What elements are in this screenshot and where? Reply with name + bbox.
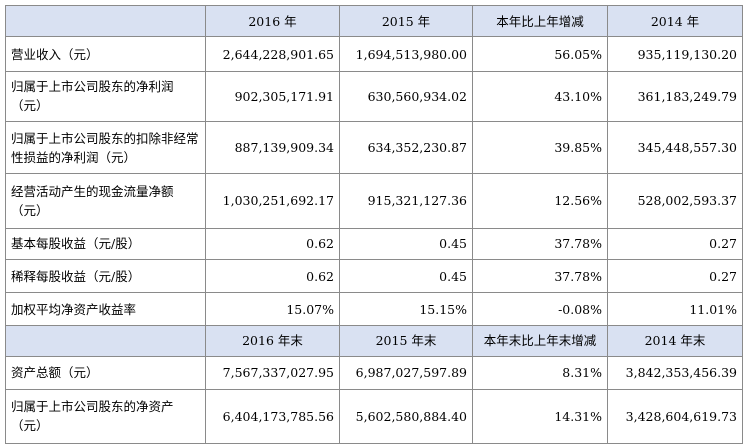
table-row: 资产总额（元） 7,567,337,027.95 6,987,027,597.8…	[5, 356, 743, 390]
row-label: 加权平均净资产收益率	[5, 292, 206, 326]
value-cell: 361,183,249.79	[607, 70, 743, 123]
value-cell: 630,560,934.02	[339, 70, 473, 123]
value-cell: 11.01%	[607, 292, 743, 326]
value-cell: 1,694,513,980.00	[339, 36, 473, 72]
value-cell: 0.62	[205, 258, 340, 294]
header-cell	[5, 4, 206, 38]
row-label: 经营活动产生的现金流量净额（元）	[5, 173, 206, 229]
header-cell: 2014 年末	[607, 324, 743, 358]
value-cell: 3,428,604,619.73	[607, 388, 743, 445]
table-row: 基本每股收益（元/股） 0.62 0.45 37.78% 0.27	[5, 227, 743, 260]
table-row: 加权平均净资产收益率 15.07% 15.15% -0.08% 11.01%	[5, 292, 743, 326]
header-row: 2016 年 2015 年 本年比上年增减 2014 年	[5, 4, 743, 38]
value-cell: 887,139,909.34	[205, 121, 340, 175]
header-row: 2016 年末 2015 年末 本年末比上年末增减 2014 年末	[5, 324, 743, 358]
table-row: 归属于上市公司股东的净利润（元） 902,305,171.91 630,560,…	[5, 70, 743, 123]
row-label: 归属于上市公司股东的净资产（元）	[5, 388, 206, 445]
value-cell: 634,352,230.87	[339, 121, 473, 175]
value-cell: 345,448,557.30	[607, 121, 743, 175]
value-cell: 0.27	[607, 258, 743, 294]
value-cell: 2,644,228,901.65	[205, 36, 340, 72]
header-cell: 本年末比上年末增减	[472, 324, 608, 358]
header-cell: 本年比上年增减	[472, 4, 608, 38]
value-cell: 915,321,127.36	[339, 173, 473, 229]
row-label: 稀释每股收益（元/股）	[5, 258, 206, 294]
value-cell: 12.56%	[472, 173, 608, 229]
value-cell: 902,305,171.91	[205, 70, 340, 123]
value-cell: 14.31%	[472, 388, 608, 445]
value-cell: 528,002,593.37	[607, 173, 743, 229]
value-cell: 0.27	[607, 227, 743, 260]
value-cell: 6,987,027,597.89	[339, 356, 473, 390]
row-label: 资产总额（元）	[5, 356, 206, 390]
row-label: 基本每股收益（元/股）	[5, 227, 206, 260]
header-cell: 2016 年末	[205, 324, 340, 358]
header-cell: 2016 年	[205, 4, 340, 38]
row-label: 营业收入（元）	[5, 36, 206, 72]
value-cell: 0.45	[339, 227, 473, 260]
value-cell: 3,842,353,456.39	[607, 356, 743, 390]
header-cell: 2015 年	[339, 4, 473, 38]
header-cell: 2014 年	[607, 4, 743, 38]
table-row: 归属于上市公司股东的净资产（元） 6,404,173,785.56 5,602,…	[5, 388, 743, 445]
table-row: 稀释每股收益（元/股） 0.62 0.45 37.78% 0.27	[5, 258, 743, 294]
value-cell: 6,404,173,785.56	[205, 388, 340, 445]
table-row: 营业收入（元） 2,644,228,901.65 1,694,513,980.0…	[5, 36, 743, 72]
value-cell: 15.15%	[339, 292, 473, 326]
table-row: 经营活动产生的现金流量净额（元） 1,030,251,692.17 915,32…	[5, 173, 743, 229]
value-cell: 15.07%	[205, 292, 340, 326]
value-cell: 7,567,337,027.95	[205, 356, 340, 390]
value-cell: 39.85%	[472, 121, 608, 175]
table-row: 归属于上市公司股东的扣除非经常性损益的净利润（元） 887,139,909.34…	[5, 121, 743, 175]
value-cell: 935,119,130.20	[607, 36, 743, 72]
value-cell: 1,030,251,692.17	[205, 173, 340, 229]
header-cell: 2015 年末	[339, 324, 473, 358]
value-cell: 5,602,580,884.40	[339, 388, 473, 445]
value-cell: 37.78%	[472, 227, 608, 260]
value-cell: 0.45	[339, 258, 473, 294]
value-cell: 37.78%	[472, 258, 608, 294]
row-label: 归属于上市公司股东的扣除非经常性损益的净利润（元）	[5, 121, 206, 175]
value-cell: 0.62	[205, 227, 340, 260]
value-cell: 43.10%	[472, 70, 608, 123]
financial-summary-table: 2016 年 2015 年 本年比上年增减 2014 年 营业收入（元） 2,6…	[5, 4, 743, 445]
header-cell	[5, 324, 206, 358]
value-cell: 8.31%	[472, 356, 608, 390]
value-cell: -0.08%	[472, 292, 608, 326]
value-cell: 56.05%	[472, 36, 608, 72]
row-label: 归属于上市公司股东的净利润（元）	[5, 70, 206, 123]
